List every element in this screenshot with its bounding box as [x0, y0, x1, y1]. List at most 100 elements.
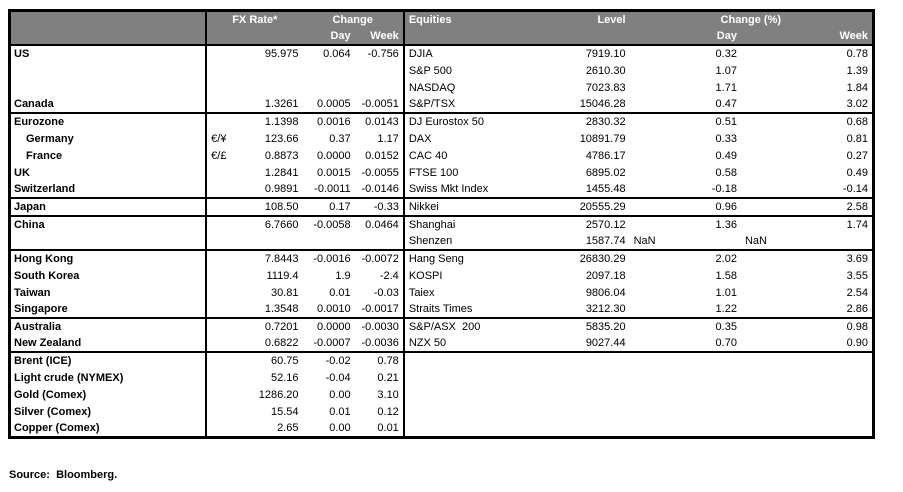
table-header-row-2: Day Week Day Week — [9, 28, 874, 46]
fx-week-change-cell: 0.01 — [354, 420, 405, 438]
fx-change-header: Change — [302, 10, 405, 28]
country-cell — [9, 62, 208, 79]
equity-week-change-cell: 3.69 — [846, 253, 868, 265]
country-cell: Singapore — [9, 301, 208, 319]
equity-name-cell: DJ Eurostox 50 — [408, 116, 485, 128]
equity-week-change-cell: 0.98 — [846, 321, 868, 333]
fx-week-change-cell: 0.21 — [354, 369, 405, 386]
equity-day-change-cell: NaN — [629, 233, 741, 251]
fx-week-header: Week — [354, 28, 405, 46]
fx-day-change-cell: -0.0058 — [313, 219, 351, 231]
fx-week-change-cell: -0.03 — [354, 284, 405, 301]
country-cell: Brent (ICE) — [9, 352, 208, 369]
equity-level-cell — [556, 386, 629, 403]
country-cell: New Zealand — [9, 335, 208, 353]
fx-pair-symbol — [206, 164, 236, 181]
fx-week-change-cell — [354, 62, 405, 79]
fx-day-change-cell: 0.00 — [329, 388, 351, 401]
equity-week-change-cell — [741, 403, 874, 420]
fx-rate-cell: 0.9891 — [236, 181, 303, 199]
fx-pair-symbol — [206, 250, 236, 267]
country-cell: Silver (Comex) — [9, 403, 208, 420]
equity-level-cell: 7919.10 — [585, 48, 626, 60]
equity-week-change-cell: 0.81 — [846, 132, 868, 145]
equity-week-change-cell: 0.68 — [846, 116, 868, 128]
fx-pair-symbol — [206, 96, 237, 114]
country-cell: South Korea — [9, 267, 208, 284]
fx-pair-symbol — [206, 267, 236, 284]
fx-day-change-cell: 0.01 — [329, 286, 351, 299]
table-row: US 95.975 0.064 -0.756 DJIA 7919.10 0.32 0.78 — [9, 45, 874, 62]
fx-day-change-cell: 0.0016 — [317, 116, 351, 128]
fx-day-change-cell: -0.02 — [325, 355, 351, 367]
equity-name-cell: Swiss Mkt Index — [403, 181, 557, 199]
fx-week-change-cell: 0.78 — [354, 352, 405, 369]
fx-rate-cell: 0.6822 — [236, 335, 303, 353]
fx-day-change-cell — [302, 62, 354, 79]
equity-level-cell: 2570.12 — [585, 219, 626, 231]
fx-day-change-cell: 0.17 — [302, 198, 355, 217]
equity-name-cell: DJIA — [408, 48, 433, 60]
equity-name-cell — [404, 369, 557, 386]
equity-week-change-cell: 2.54 — [846, 286, 868, 299]
fx-rate-cell: 52.16 — [270, 371, 299, 384]
equities-header: Equities — [403, 10, 557, 28]
fx-rate-cell: 1.1398 — [264, 116, 299, 128]
equity-level-cell: 10891.79 — [579, 132, 626, 145]
equity-day-change-cell: 1.58 — [715, 269, 737, 282]
equity-name-cell: S&P/TSX — [403, 96, 557, 114]
fx-rate-cell: 1.3261 — [236, 96, 303, 114]
equity-week-change-cell — [741, 386, 874, 403]
fx-day-change-cell: 0.064 — [323, 48, 351, 60]
fx-week-change-cell: -0.0030 — [354, 318, 405, 335]
table-header-row-1: FX Rate* Change Equities Level Change (%… — [9, 10, 874, 28]
equity-week-change-cell: 2.58 — [740, 198, 874, 217]
equity-day-change-cell — [630, 386, 741, 403]
blank-header-cell — [9, 28, 208, 46]
fx-week-change-cell: -0.0072 — [354, 250, 405, 267]
equity-week-change-cell: 1.39 — [846, 64, 868, 77]
fx-day-change-cell: 0.01 — [329, 405, 351, 418]
equity-level-cell: 26830.29 — [579, 253, 626, 265]
equity-week-change-cell: 1.74 — [846, 219, 868, 231]
equity-name-cell: KOSPI — [408, 269, 443, 282]
equity-day-change-cell: 1.07 — [715, 64, 737, 77]
table-row: South Korea 1119.4 1.9 -2.4 KOSPI 2097.18 1.58… — [9, 267, 874, 284]
equity-level-cell: 7023.83 — [585, 81, 626, 94]
equity-level-cell: 2610.30 — [585, 64, 626, 77]
table-header: FX Rate* Change Equities Level Change (%… — [9, 10, 874, 46]
equity-day-change-cell — [630, 420, 741, 438]
fx-pair-symbol — [206, 62, 236, 79]
equity-day-change-cell: 0.58 — [715, 166, 737, 179]
country-cell: Gold (Comex) — [9, 386, 208, 403]
equity-day-change-cell: 0.70 — [629, 335, 741, 353]
fx-pair-symbol — [206, 79, 236, 96]
equity-day-header: Day — [629, 28, 741, 46]
country-cell: Light crude (NYMEX) — [9, 369, 208, 386]
fx-rate-cell: 1.2841 — [264, 166, 299, 179]
equity-level-cell — [556, 369, 629, 386]
fx-pair-symbol — [206, 318, 236, 335]
equity-level-cell: 1587.74 — [556, 233, 630, 251]
fx-rate-cell: 1119.4 — [266, 269, 299, 282]
equity-week-header: Week — [740, 28, 874, 46]
equity-day-change-cell: 0.51 — [715, 116, 737, 128]
equity-name-cell: DAX — [408, 132, 432, 145]
equity-level-cell: 3212.30 — [556, 301, 630, 319]
fx-week-change-cell: 1.17 — [354, 130, 405, 147]
equity-level-cell — [556, 420, 629, 438]
fx-pair-symbol — [206, 352, 236, 369]
equity-day-change-cell: 1.36 — [715, 219, 737, 231]
fx-rate-header: FX Rate* — [206, 10, 303, 28]
table-row: Silver (Comex) 15.54 0.01 0.12 — [9, 403, 874, 420]
fx-day-change-cell: -0.04 — [325, 371, 351, 384]
fx-week-change-cell — [354, 233, 405, 251]
equity-name-cell: NASDAQ — [408, 81, 456, 94]
equity-week-change-cell: 3.02 — [740, 96, 874, 114]
country-cell: UK — [9, 164, 208, 181]
equity-name-cell: Nikkei — [403, 198, 557, 217]
table-row: Japan 108.50 0.17 -0.33 Nikkei 20555.29 0.96 2.… — [9, 198, 874, 217]
equity-name-cell — [404, 403, 557, 420]
table-row: Canada 1.3261 0.0005 -0.0051 S&P/TSX 15046.28… — [9, 96, 874, 114]
